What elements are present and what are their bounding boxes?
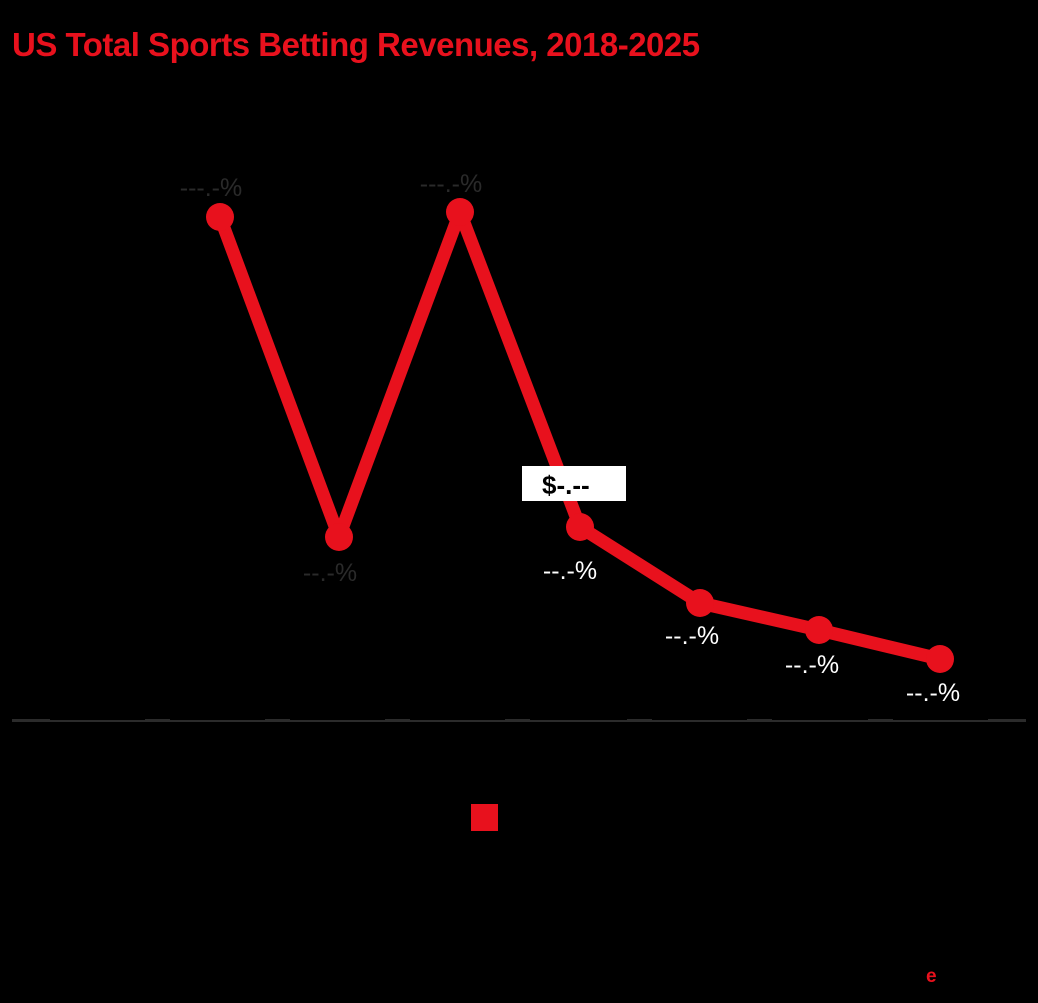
data-point (446, 198, 474, 226)
data-point (805, 616, 833, 644)
series-line (213, 205, 947, 666)
chart-title: US Total Sports Betting Revenues, 2018-2… (12, 26, 700, 63)
data-point (686, 589, 714, 617)
data-point (325, 523, 353, 551)
data-label: ---.-% (420, 170, 482, 198)
data-point (566, 513, 594, 541)
data-label: ---.-% (180, 174, 242, 202)
highlight-value: $-.-- (542, 470, 590, 500)
data-label: --.-% (665, 622, 719, 650)
data-label: --.-% (906, 679, 960, 707)
data-label: --.-% (543, 557, 597, 585)
brand-logo-mark: e (926, 966, 937, 987)
axis-ticks (12, 719, 1026, 722)
data-points (206, 198, 954, 673)
data-labels: ---.-% --.-% ---.-% --.-% --.-% --.-% --… (180, 170, 960, 707)
highlight-value-box: $-.-- (522, 466, 626, 501)
data-label: --.-% (785, 651, 839, 679)
data-point (926, 645, 954, 673)
legend-swatch (471, 804, 498, 831)
data-label: --.-% (303, 559, 357, 587)
data-point (206, 203, 234, 231)
